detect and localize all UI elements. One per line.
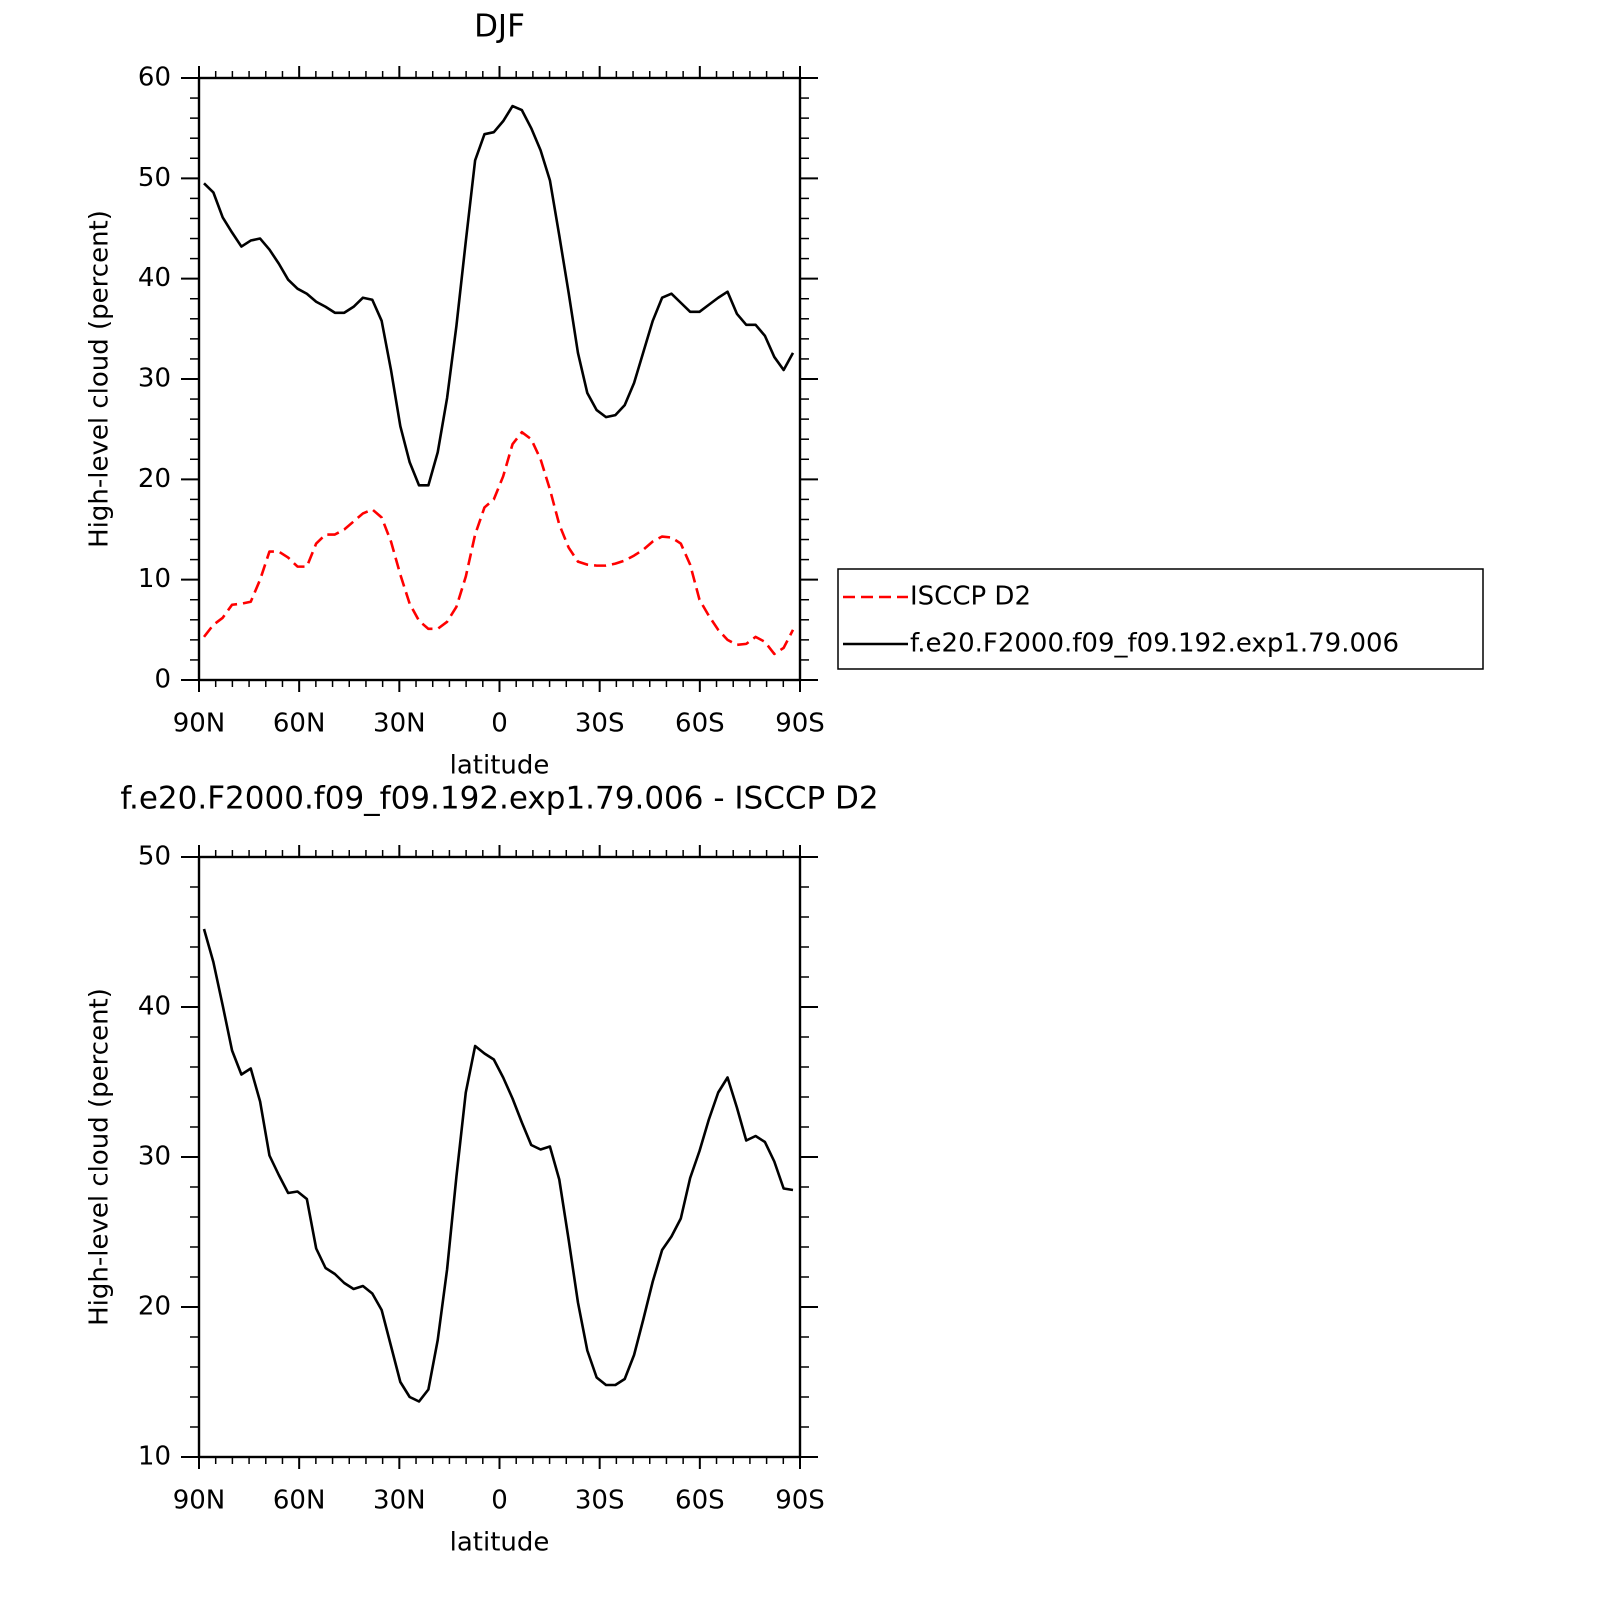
y-tick-label: 0 (154, 665, 171, 695)
data-line (202, 430, 795, 656)
x-tick-label: 90N (173, 709, 226, 739)
x-tick-label: 0 (491, 1486, 508, 1516)
y-tick-label: 50 (138, 163, 171, 193)
x-axis-label: latitude (450, 751, 550, 781)
x-tick-label: 30S (575, 1486, 625, 1516)
x-tick-label: 0 (491, 709, 508, 739)
plot: f.e20.F2000.f09_f09.192.exp1.79.006 - IS… (85, 781, 879, 1558)
x-tick-label: 30N (373, 1486, 426, 1516)
legend-label: ISCCP D2 (910, 582, 1031, 612)
data-line (202, 928, 794, 1403)
y-axis-label: High-level cloud (percent) (85, 210, 115, 548)
data-line (203, 104, 795, 487)
y-tick-label: 10 (138, 1442, 171, 1472)
plot-frame (197, 855, 802, 1459)
legend-label: f.e20.F2000.f09_f09.192.exp1.79.006 (910, 629, 1399, 659)
plot-frame (197, 76, 802, 682)
y-tick-label: 30 (138, 1142, 171, 1172)
x-tick-label: 90N (173, 1486, 226, 1516)
y-tick-label: 20 (138, 1292, 171, 1322)
x-tick-label: 30S (575, 709, 625, 739)
y-tick-label: 40 (138, 992, 171, 1022)
y-tick-label: 20 (138, 464, 171, 494)
x-tick-label: 90S (775, 709, 825, 739)
y-tick-label: 60 (138, 63, 171, 93)
x-tick-label: 60S (675, 709, 725, 739)
x-tick-label: 60S (675, 1486, 725, 1516)
y-axis-label: High-level cloud (percent) (85, 988, 115, 1326)
legend-box (837, 568, 1484, 670)
x-axis-label: latitude (450, 1528, 550, 1558)
y-tick-label: 40 (138, 263, 171, 293)
x-tick-label: 60N (273, 709, 326, 739)
y-tick-label: 50 (138, 842, 171, 872)
x-tick-label: 60N (273, 1486, 326, 1516)
x-tick-label: 90S (775, 1486, 825, 1516)
chart-title: f.e20.F2000.f09_f09.192.exp1.79.006 - IS… (120, 781, 878, 817)
x-tick-label: 30N (373, 709, 426, 739)
chart-title: DJF (474, 9, 525, 45)
plot: DJF 90N 60N 30N 0 30S 60S 90S 0 10 20 30 40 50 60 latit… (85, 9, 1484, 781)
y-tick-label: 30 (138, 364, 171, 394)
y-tick-label: 10 (138, 564, 171, 594)
